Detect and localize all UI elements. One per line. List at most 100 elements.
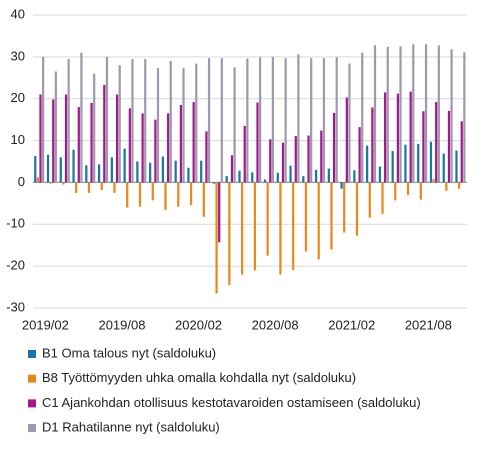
bar (80, 52, 83, 183)
bar (396, 93, 400, 183)
legend-swatch (28, 399, 36, 408)
bar (463, 52, 466, 183)
bar (437, 45, 440, 183)
bar (271, 56, 274, 183)
bar (85, 165, 88, 183)
bar (246, 58, 249, 183)
bar (189, 182, 193, 206)
bar (322, 58, 326, 183)
bar (205, 131, 208, 183)
bar (348, 63, 351, 183)
bar (284, 58, 287, 183)
bar (169, 61, 172, 183)
bar (412, 44, 415, 183)
bar (187, 167, 190, 183)
bar (355, 182, 359, 236)
bar (233, 67, 236, 183)
legend-label: D1 Rahatilanne nyt (saldoluku) (42, 420, 220, 435)
bar (297, 54, 300, 183)
bar (200, 160, 203, 183)
y-tick-label: -20 (6, 258, 25, 273)
x-tick-label: 2021/02 (328, 317, 375, 332)
bar (320, 130, 323, 183)
bar (450, 49, 453, 183)
bar (279, 182, 282, 275)
bar (54, 71, 57, 183)
bar (202, 182, 205, 217)
bar (251, 172, 254, 183)
bar (207, 58, 211, 183)
bar (345, 97, 348, 183)
bar (59, 157, 62, 183)
bar (335, 57, 338, 183)
bar (75, 182, 78, 193)
bar (332, 112, 336, 183)
bar (164, 182, 167, 211)
bar (361, 52, 364, 183)
bar (128, 108, 131, 183)
bar (182, 68, 185, 183)
bar (404, 144, 407, 183)
bar (87, 182, 91, 193)
bar (72, 149, 75, 183)
bar (225, 176, 228, 183)
bar (141, 113, 144, 183)
bar (212, 182, 216, 184)
bar (417, 143, 420, 183)
bar (77, 107, 80, 183)
y-tick-label: 30 (11, 48, 25, 63)
bar (366, 145, 369, 183)
legend-swatch (28, 374, 36, 383)
bar (327, 168, 330, 183)
bar (118, 65, 121, 183)
bar (378, 166, 382, 183)
bar (455, 150, 458, 183)
bar (105, 56, 109, 183)
bar (136, 161, 139, 183)
bar (220, 58, 223, 183)
bar (276, 172, 279, 183)
bar (460, 121, 463, 183)
bar (266, 182, 269, 256)
bar (263, 179, 267, 183)
bar (340, 182, 343, 189)
bar (294, 135, 297, 183)
bar (39, 94, 42, 183)
bar (151, 182, 154, 201)
bar (90, 102, 93, 183)
bar (429, 141, 433, 183)
bar (228, 182, 231, 285)
bar (131, 58, 134, 183)
bar (391, 151, 394, 183)
y-tick-label: -10 (6, 216, 25, 231)
bar (422, 111, 425, 183)
x-tick-label: 2021/08 (405, 317, 452, 332)
y-tick-label: 10 (11, 132, 25, 147)
bar (110, 157, 113, 183)
bar (49, 182, 52, 184)
bar (215, 182, 218, 294)
bar (67, 58, 70, 183)
bar (41, 56, 45, 183)
bar (177, 182, 180, 207)
bar (64, 94, 68, 183)
bar (302, 176, 305, 183)
bar (167, 113, 170, 183)
bar (113, 182, 116, 193)
bar (103, 84, 106, 183)
bar (52, 99, 55, 183)
bar (432, 179, 435, 183)
bar (289, 165, 292, 183)
bar (373, 45, 377, 183)
bar (442, 153, 445, 183)
bar (156, 68, 160, 183)
y-tick-label: 20 (11, 90, 25, 105)
bar (138, 182, 142, 207)
bar (314, 169, 318, 183)
bar (406, 182, 410, 195)
bar (149, 162, 152, 183)
bar (394, 182, 397, 201)
bar (292, 182, 295, 270)
bar (179, 104, 183, 183)
